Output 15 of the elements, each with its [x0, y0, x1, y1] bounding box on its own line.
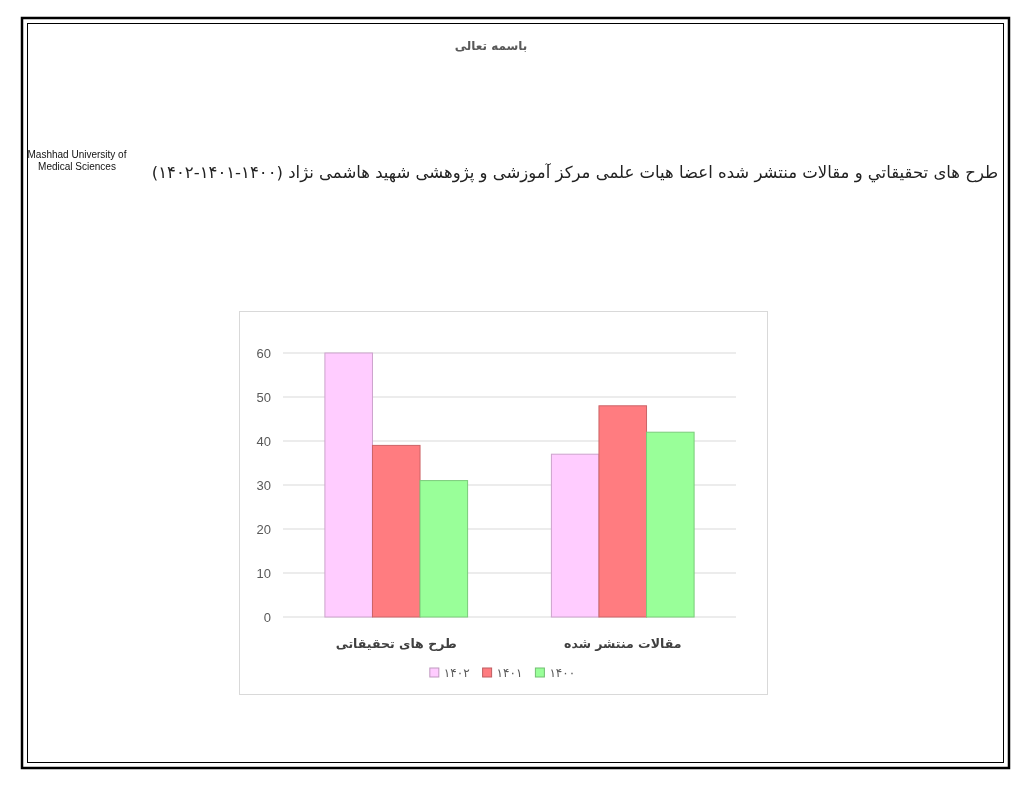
- ytick: 60: [256, 345, 271, 361]
- xtick: مقالات منتشر شده: [564, 636, 682, 651]
- legend-label: ۱۴۰۲: [443, 666, 470, 680]
- annotation: باسمه تعالی: [454, 39, 528, 53]
- ytick: 0: [263, 609, 271, 625]
- ytick: 40: [256, 433, 271, 449]
- legend-label: ۱۴۰۱: [496, 666, 523, 680]
- ytick: 20: [256, 521, 271, 537]
- ytick: 30: [256, 477, 271, 493]
- xtick: طرح های تحقیقاتی: [335, 636, 457, 651]
- ytick: 50: [256, 389, 271, 405]
- legend-label: ۱۴۰۰: [549, 666, 576, 680]
- annotation: Mashhad University of Medical Sciences: [27, 149, 127, 172]
- ytick: 10: [256, 565, 271, 581]
- title: طرح های تحقیقاتي و مقالات منتشر شده اعضا هیات علمی مرکز آموزشی و پژوهشی شهید هاشمی نژاد (۱۴۰۰-۱۴۰۱-۱۴۰۲): [151, 163, 999, 182]
